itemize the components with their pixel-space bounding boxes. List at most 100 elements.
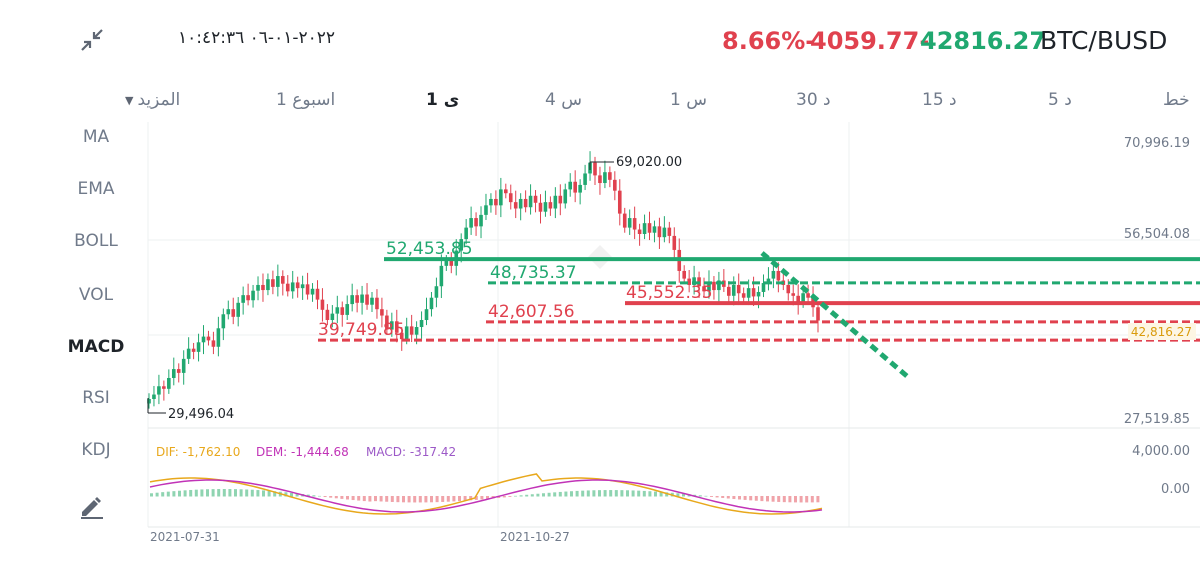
candle-body [558,195,563,204]
candle-body [727,286,731,296]
tab-15m[interactable]: 15 د [922,90,957,110]
candle-body [746,288,751,298]
macd-histogram-bar [228,489,232,497]
macd-histogram-bar [508,496,512,497]
macd-histogram-bar [626,490,629,497]
tab-1d[interactable]: 1 ى [426,90,460,110]
caret-down-icon: ▼ [125,93,134,107]
macd-histogram-bar [211,489,215,497]
candle-body [419,320,424,328]
candle-body [741,293,746,298]
grid [147,122,1200,528]
macd-histogram-bar [603,490,607,497]
candle-body [231,309,236,317]
macd-histogram-bar [799,496,803,503]
candle-body [449,260,454,266]
tab-more-label: المزيد [137,90,181,110]
candle-body [380,309,384,316]
candle-body [662,227,667,238]
macd-histogram-bar [178,490,181,497]
macd-histogram-bar [564,491,568,497]
candle-body [568,181,573,190]
macd-histogram-bar [362,496,366,502]
candle-body [276,276,280,287]
candle-body [241,295,245,303]
tab-1h[interactable]: 1 س [670,90,707,110]
candle-body [394,321,399,333]
macd-histogram-bar [558,491,562,497]
macd-histogram-bar [732,496,736,499]
candle-body [370,297,374,305]
macd-histogram-bar [665,492,669,497]
macd-histogram-bar [698,495,702,497]
candle-body [523,198,528,208]
indicator-boll[interactable]: BOLL [74,231,118,251]
candle-body [543,202,548,212]
macd-histogram-bar [609,490,613,497]
macd-histogram-bar [262,490,265,497]
candle-body [459,239,463,251]
candle-body [206,336,211,341]
candle-body [246,295,250,301]
indicator-rsi[interactable]: RSI [82,388,110,408]
candle-body [300,284,305,289]
tab-1w[interactable]: 1 اسبوع [276,90,336,110]
macd-histogram-bar [155,492,159,497]
level-label: 48,735.37 [490,263,577,283]
indicator-ema[interactable]: EMA [77,179,115,199]
candle-body [657,226,662,238]
tab-5m[interactable]: 5 د [1048,90,1072,110]
candle-body [285,283,290,292]
candle-body [731,284,736,296]
level-label: 42,607.56 [488,302,575,322]
x-tick-2: 2021-10-27 [500,530,570,544]
macd-histogram-bar [290,492,293,497]
pencil-icon[interactable] [78,492,106,520]
macd-histogram-bar [161,492,165,497]
candle-body [786,284,791,294]
tab-30m[interactable]: 30 د [796,90,831,110]
axis-tick-mid: 56,504.08 [1124,227,1190,242]
macd-histogram-bar [592,490,596,497]
candle-body [360,294,364,303]
macd-panel [149,473,823,515]
tab-more[interactable]: ▼ المزيد [125,90,180,110]
macd-histogram-bar [222,489,226,497]
candle-body [791,293,796,296]
candle-body [221,314,226,329]
macd-histogram-bar [682,493,685,497]
indicator-ma[interactable]: MA [82,127,110,147]
level-label: 52,453.85 [386,239,473,259]
macd-histogram-bar [446,496,450,502]
macd-histogram-bar [620,490,624,497]
candle-body [320,299,325,310]
candle-body [167,377,171,389]
indicator-vol[interactable]: VOL [78,285,114,305]
macd-histogram-bar [396,496,400,503]
macd-histogram-bar [715,496,719,498]
indicator-macd[interactable]: MACD [67,337,125,357]
candle-body [479,214,483,227]
tab-line[interactable]: خط [1163,90,1190,110]
macd-dif-label: DIF: -1,762.10 [156,445,240,459]
macd-histogram-bar [547,492,551,497]
candle-body [474,218,478,227]
tab-4h[interactable]: 4 س [545,90,582,110]
macd-histogram-bar [474,496,478,500]
collapse-arrows-icon[interactable] [80,28,104,52]
support-resistance-levels: 52,453.85 48,735.37 45,552.35 42,607.56 39,7… [318,239,1200,342]
candle-body [171,369,176,378]
indicator-kdj[interactable]: KDJ [81,440,111,460]
macd-histogram-bar [642,490,646,497]
macd-histogram-bar [816,496,820,503]
candle-body [310,288,315,295]
change-value: 4059.77- [810,27,930,55]
macd-histogram-bar [760,496,764,502]
macd-histogram-bar [368,496,372,502]
candle-body [355,295,359,303]
candle-body [563,189,568,204]
macd-histogram-bar [659,491,663,497]
macd-histogram-bar [334,496,338,499]
macd-histogram-bar [239,489,243,497]
